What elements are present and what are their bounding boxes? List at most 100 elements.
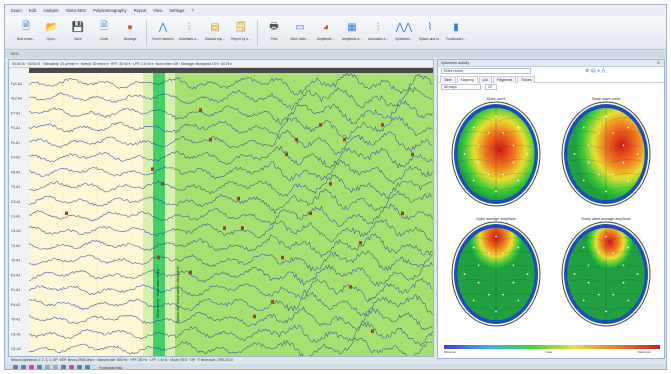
tab-list[interactable]: List (478, 76, 492, 83)
menu-settings[interactable]: Settings (169, 8, 185, 13)
toolbar-button-7[interactable]: ⫶ Automatic a... (176, 16, 202, 50)
spike-marker[interactable] (309, 211, 312, 216)
channel-label-o1-a1[interactable]: O1-A1 (11, 332, 21, 336)
spike-marker[interactable] (295, 137, 298, 142)
channel-label-f7-a1[interactable]: F7-A1 (11, 111, 20, 115)
first-page-icon[interactable] (13, 365, 18, 369)
pause-icon[interactable] (53, 365, 58, 369)
spike-marker[interactable] (329, 182, 332, 186)
menu-edit[interactable]: Edit (28, 8, 36, 13)
toolbar-button-1[interactable]: 📂 Open... (39, 16, 65, 50)
toolbar-button-4[interactable]: ● Montage (117, 16, 143, 50)
spike-marker[interactable] (319, 123, 322, 127)
channel-label-c4-a2[interactable]: C4-A2 (11, 229, 21, 233)
channel-label-fz-a1[interactable]: Fz-A1 (11, 141, 20, 145)
channel-label-f3-a1[interactable]: F3-A1 (11, 126, 20, 130)
toolbar-button-17[interactable]: ⌇ Spikes and w... (417, 16, 443, 50)
channel-label-f8-a2[interactable]: F8-A2 (11, 170, 20, 174)
toolbar-button-14[interactable]: ▦ Amplitude a... (339, 16, 365, 50)
spike-marker[interactable] (223, 226, 226, 230)
record-icon[interactable] (29, 365, 34, 369)
channel-label-pz-a1[interactable]: Pz-A1 (11, 288, 20, 292)
electrode-dot (622, 281, 625, 284)
tab-table[interactable]: Table (440, 76, 456, 83)
menu-view[interactable]: View (153, 8, 163, 13)
spike-marker[interactable] (237, 196, 240, 201)
channel-label-t5-a1[interactable]: T5-A1 (11, 259, 20, 263)
spike-marker[interactable] (65, 211, 68, 216)
channel-label-p3-a1[interactable]: P3-A1 (11, 273, 21, 277)
spike-marker[interactable] (209, 137, 212, 142)
eeg-settings-bar[interactable]: 00:16:36 · 00:06:01 · Sensitivity: 20 µV… (9, 60, 433, 68)
menu-analysis[interactable]: Analysis (42, 8, 59, 13)
spike-marker[interactable] (411, 152, 414, 157)
channel-label-o2-a2[interactable]: O2-A2 (11, 347, 21, 351)
channel-label-cz-a1[interactable]: Cz-A1 (11, 215, 21, 219)
eeg-trace-area[interactable]: Fp1-A1 Fp2-A2 F7-A1 F3-A1 Fz-A1 F4-A2 F8-A2 T3-… (9, 68, 433, 356)
menu-video-eeg[interactable]: Video EEG (65, 8, 87, 13)
toolbar-button-8[interactable]: ▤ Manual equ... (202, 16, 228, 50)
menu--[interactable]: ? (191, 8, 194, 13)
last-page-icon[interactable] (85, 365, 90, 369)
spike-marker[interactable] (285, 152, 288, 157)
map-count-input[interactable]: 20 (485, 84, 497, 90)
brain-sulcus (570, 173, 604, 178)
spike-marker[interactable] (161, 182, 164, 186)
toolbar-button-13[interactable]: ◕ Amplitude ... (313, 16, 339, 50)
prev-page-icon[interactable] (21, 365, 26, 369)
close-icon[interactable]: ✕ (656, 61, 660, 65)
spike-marker[interactable] (189, 270, 192, 275)
panel-tools-icon[interactable]: ⚙ ▤ ◕ ⋀ (585, 68, 606, 74)
channel-label-fp2-a2[interactable]: Fp2-A2 (11, 97, 22, 101)
menu-polysomnography[interactable]: Polysomnography (93, 8, 127, 13)
menu-report[interactable]: Report (133, 8, 147, 13)
toolbar-button-2[interactable]: 💾 Save (65, 16, 91, 50)
toolbar-button-0[interactable]: 🗎 New exam... (13, 16, 39, 50)
toolbar-button-3[interactable]: 🗎 Close (91, 16, 117, 50)
toolbar-button-12[interactable]: ▭ Work table ... (287, 16, 313, 50)
spike-marker[interactable] (241, 226, 244, 230)
spike-marker[interactable] (253, 314, 256, 319)
forward-icon[interactable] (61, 365, 66, 369)
toolbar-button-15[interactable]: ⫶ Automatic a... (365, 16, 391, 50)
spike-marker[interactable] (381, 123, 384, 127)
toolbar-button-9[interactable]: 🗒 Report by a... (228, 16, 254, 50)
menu-exam[interactable]: Exam (11, 8, 22, 13)
rewind-icon[interactable] (37, 365, 42, 369)
brain-sulcus (570, 237, 604, 242)
channel-label-t3-a1[interactable]: T3-A1 (11, 185, 20, 189)
channel-label-p4-a2[interactable]: P4-A2 (11, 303, 21, 307)
channel-label-t6-a2[interactable]: T6-A2 (11, 318, 20, 322)
spike-marker[interactable] (281, 255, 284, 260)
channel-label-c3-a1[interactable]: C3-A1 (11, 200, 21, 204)
toolbar-button-11[interactable]: 🖶 Print (261, 16, 287, 50)
next-page-icon[interactable] (77, 365, 82, 369)
tab-fragments[interactable]: Fragments (492, 76, 517, 83)
document-tab[interactable]: EEG (5, 51, 666, 58)
spike-marker[interactable] (349, 285, 352, 289)
toolbar-button-16[interactable]: ⋀⋀ Spikeform... (391, 16, 417, 50)
brain-sulcus (608, 159, 642, 164)
spike-marker[interactable] (401, 211, 404, 216)
tab-mapping[interactable]: Mapping (456, 76, 478, 83)
tab-traces[interactable]: Traces (517, 76, 536, 83)
channel-label-t4-a2[interactable]: T4-A2 (11, 244, 20, 248)
channel-label-f4-a2[interactable]: F4-A2 (11, 156, 20, 160)
spike-marker[interactable] (359, 241, 362, 245)
stop-icon[interactable] (45, 365, 50, 369)
spike-marker[interactable] (371, 329, 374, 333)
functional-tests-label[interactable]: Functional tests (99, 365, 123, 370)
toolbar-button-18[interactable]: ▮ Functional t... (443, 16, 469, 50)
spike-marker[interactable] (343, 137, 346, 142)
channel-label-fp1-a1[interactable]: Fp1-A1 (11, 82, 22, 86)
spike-marker[interactable] (271, 300, 274, 304)
spike-marker[interactable] (199, 108, 202, 112)
spike-marker[interactable] (157, 255, 160, 260)
playback-bar: Functional tests (5, 364, 666, 370)
toolbar-button-6[interactable]: ⋀ Event markers (150, 16, 176, 50)
map-filter-select[interactable]: All maps (441, 84, 481, 90)
spike-marker[interactable] (151, 167, 154, 171)
record-select[interactable]: Entire record (441, 68, 531, 74)
mark-icon[interactable] (69, 365, 74, 369)
scale-auto-label[interactable]: Auto (546, 350, 553, 354)
